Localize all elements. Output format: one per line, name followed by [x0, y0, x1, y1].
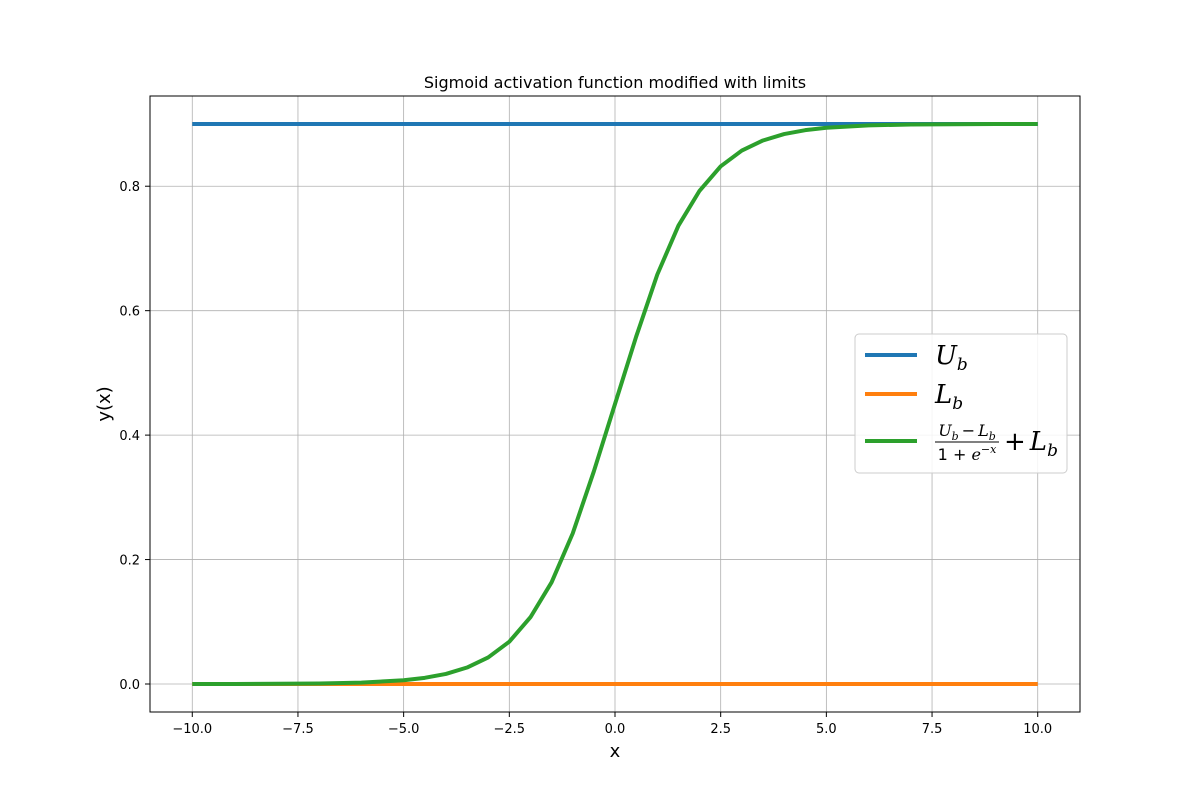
x-tick-label: −7.5 [282, 722, 314, 737]
series-lines [192, 122, 1038, 686]
x-axis-ticks: −10.0 −7.5 −5.0 −2.5 0.0 2.5 5.0 7.5 10.0 [172, 712, 1052, 737]
legend-sigmoid-denominator: 1 + e−x [938, 443, 997, 464]
y-axis-ticks: 0.0 0.2 0.4 0.6 0.8 [119, 180, 150, 693]
y-tick-label: 0.8 [119, 180, 140, 195]
legend-label-upper-bound: Ub [935, 341, 968, 375]
legend-sigmoid-tail: + Lb [1004, 427, 1058, 461]
y-tick-label: 0.0 [119, 678, 140, 693]
x-tick-label: 0.0 [605, 722, 626, 737]
x-tick-label: 2.5 [710, 722, 731, 737]
y-axis-label: y(x) [94, 386, 115, 421]
x-tick-label: 7.5 [922, 722, 943, 737]
legend-sigmoid-numerator: Ub − Lb [938, 421, 996, 443]
series-line-sigmoid [192, 122, 1038, 686]
y-tick-label: 0.6 [119, 305, 140, 320]
x-tick-label: −5.0 [388, 722, 420, 737]
x-tick-label: 5.0 [816, 722, 837, 737]
legend-label-sigmoid: Ub − Lb 1 + e−x + Lb [935, 421, 1058, 464]
legend: Ub Lb Ub − Lb 1 + e−x + Lb [854, 333, 1068, 474]
y-tick-label: 0.4 [119, 429, 140, 444]
legend-label-lower-bound: Lb [934, 380, 963, 414]
legend-box [854, 333, 1068, 474]
x-tick-label: −2.5 [494, 722, 526, 737]
y-tick-label: 0.2 [119, 554, 140, 569]
x-axis-label: x [610, 741, 621, 762]
x-tick-label: −10.0 [172, 722, 212, 737]
x-tick-label: 10.0 [1023, 722, 1052, 737]
chart-title: Sigmoid activation function modified wit… [424, 73, 806, 92]
